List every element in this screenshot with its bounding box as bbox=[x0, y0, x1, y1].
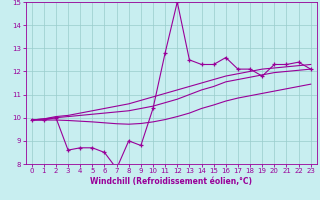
X-axis label: Windchill (Refroidissement éolien,°C): Windchill (Refroidissement éolien,°C) bbox=[90, 177, 252, 186]
